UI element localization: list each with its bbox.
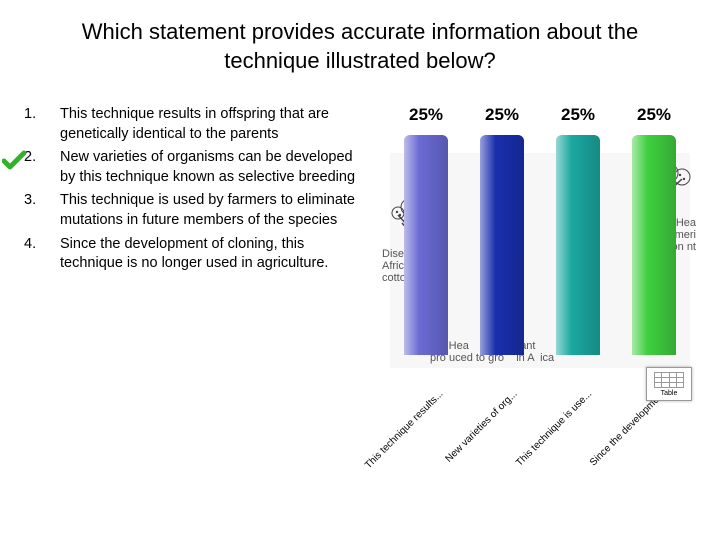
options-list: 1. This technique results in offspring t…: [20, 105, 380, 465]
percent-label: 25%: [561, 105, 595, 125]
option-text: This technique is used by farmers to eli…: [60, 191, 370, 230]
option-2[interactable]: 2. New varieties of organisms can be dev…: [20, 148, 370, 187]
table-icon: [654, 372, 684, 388]
percent-label: 25%: [637, 105, 671, 125]
checkmark-icon: [2, 150, 26, 170]
bar-3: [556, 135, 600, 355]
percent-label: 25%: [409, 105, 443, 125]
percent-label: 25%: [485, 105, 519, 125]
option-num: 2.: [20, 148, 60, 187]
option-3[interactable]: 3. This technique is used by farmers to …: [20, 191, 370, 230]
option-4[interactable]: 4. Since the development of cloning, thi…: [20, 235, 370, 274]
option-text: New varieties of organisms can be develo…: [60, 148, 370, 187]
table-widget[interactable]: Table: [646, 367, 692, 401]
bar-2: [480, 135, 524, 355]
x-label: New varieties of org...: [444, 389, 520, 465]
content-row: 1. This technique results in offspring t…: [0, 85, 720, 465]
question-title: Which statement provides accurate inform…: [0, 0, 720, 85]
option-text: This technique results in offspring that…: [60, 105, 370, 144]
bar-1: [404, 135, 448, 355]
option-num: 1.: [20, 105, 60, 144]
option-text: Since the development of cloning, this t…: [60, 235, 370, 274]
table-widget-label: Table: [661, 390, 678, 397]
bars-container: [380, 125, 700, 355]
option-num: 4.: [20, 235, 60, 274]
percentage-row: 25% 25% 25% 25%: [380, 105, 700, 125]
bar-4: [632, 135, 676, 355]
option-num: 3.: [20, 191, 60, 230]
x-label: This technique is use...: [514, 389, 594, 469]
option-1[interactable]: 1. This technique results in offspring t…: [20, 105, 370, 144]
response-chart: Diseased African cotton plant Hea Ameri …: [380, 105, 700, 465]
